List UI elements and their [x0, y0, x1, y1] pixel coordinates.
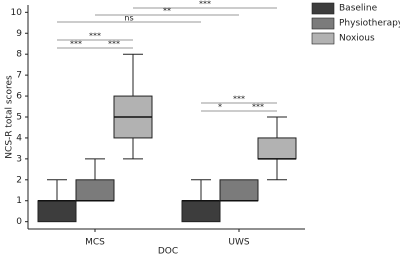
significance-label: *** — [252, 103, 264, 112]
y-tick-label: 2 — [16, 175, 22, 185]
y-tick-label: 6 — [16, 92, 22, 102]
box — [75, 179, 115, 202]
y-tick-label: 3 — [16, 154, 22, 164]
legend-label: Baseline — [339, 4, 378, 14]
box — [181, 200, 221, 223]
significance-label: ** — [163, 7, 171, 16]
box — [219, 179, 259, 202]
legend-swatch — [311, 2, 335, 15]
x-tick-label: MCS — [85, 238, 105, 248]
legend-label: Physiotherapy — [339, 19, 400, 29]
box — [257, 137, 297, 160]
y-tick-label: 1 — [16, 196, 22, 206]
y-tick-label: 7 — [16, 71, 22, 81]
significance-label: *** — [199, 0, 211, 9]
box — [37, 200, 77, 223]
y-axis-label: NCS-R total scores — [5, 75, 15, 159]
y-tick-label: 9 — [16, 29, 22, 39]
significance-label: ns — [124, 14, 133, 23]
y-tick-label: 10 — [11, 8, 23, 18]
legend-label: Noxious — [339, 34, 375, 44]
significance-label: *** — [70, 40, 82, 49]
legend-swatch — [311, 32, 335, 45]
y-tick-label: 5 — [16, 113, 22, 123]
x-axis-label: DOC — [158, 247, 178, 257]
x-tick-label: UWS — [228, 238, 249, 248]
significance-label: *** — [89, 32, 101, 41]
y-tick-label: 4 — [16, 133, 22, 143]
legend-swatch — [311, 17, 335, 30]
y-tick-label: 8 — [16, 50, 22, 60]
significance-label: *** — [233, 95, 245, 104]
significance-label: *** — [108, 40, 120, 49]
significance-label: * — [218, 103, 222, 112]
y-tick-label: 0 — [16, 217, 22, 227]
